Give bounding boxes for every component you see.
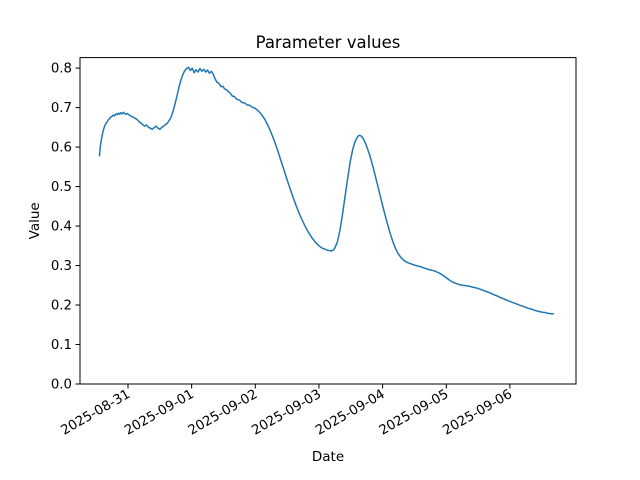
y-tick-label: 0.6 bbox=[51, 141, 72, 156]
x-tick-label: 2025-09-03 bbox=[250, 387, 324, 439]
y-tick-label: 0.8 bbox=[51, 62, 72, 77]
chart-title: Parameter values bbox=[256, 33, 401, 52]
y-tick-label: 0.2 bbox=[51, 299, 72, 314]
y-tick-label: 0.7 bbox=[51, 101, 72, 116]
x-tick-label: 2025-09-04 bbox=[313, 387, 387, 439]
y-tick-label: 0.5 bbox=[51, 180, 72, 195]
x-tick-label: 2025-09-02 bbox=[186, 387, 260, 439]
x-axis-label: Date bbox=[312, 449, 344, 465]
series-group bbox=[98, 66, 554, 315]
y-tick-label: 0.1 bbox=[51, 338, 72, 353]
y-tick-label: 0.4 bbox=[51, 220, 72, 235]
x-axis-ticks: 2025-08-312025-09-012025-09-022025-09-03… bbox=[59, 384, 515, 439]
data-line bbox=[98, 66, 554, 315]
y-axis-ticks: 0.0 0.1 0.2 0.3 0.4 0.5 0.6 0.7 0.8 bbox=[51, 62, 80, 393]
plot-border bbox=[79, 57, 577, 385]
y-tick-label: 0.3 bbox=[51, 259, 72, 274]
y-axis-label: Value bbox=[27, 202, 43, 239]
x-tick-label: 2025-09-06 bbox=[440, 387, 514, 439]
y-tick-label: 0.0 bbox=[51, 378, 72, 393]
x-tick-label: 2025-09-01 bbox=[122, 387, 196, 439]
x-tick-label: 2025-08-31 bbox=[59, 387, 133, 439]
x-tick-label: 2025-09-05 bbox=[377, 387, 451, 439]
